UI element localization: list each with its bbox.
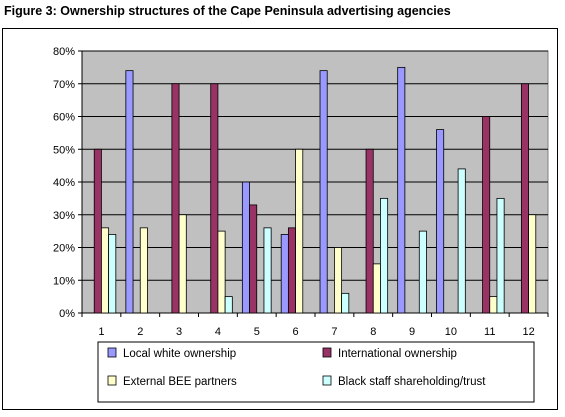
y-tick-label: 60% xyxy=(53,112,75,124)
figure-title: Figure 3: Ownership structures of the Ca… xyxy=(4,4,451,18)
bar-black-staff-shareholding-trust xyxy=(457,168,466,314)
bar-local-white-ownership xyxy=(280,233,289,314)
bar-local-white-ownership xyxy=(241,181,250,314)
legend: Local white ownership International owner… xyxy=(97,341,535,403)
bar-international-ownership xyxy=(171,83,180,314)
bar-international-ownership xyxy=(520,83,529,314)
x-tick-label: 9 xyxy=(409,326,415,338)
bar-external-bee-partners xyxy=(334,247,343,314)
bar-external-bee-partners xyxy=(178,214,187,314)
bar-black-staff-shareholding-trust xyxy=(224,296,233,314)
bar-black-staff-shareholding-trust xyxy=(496,197,505,314)
bars xyxy=(93,66,537,314)
legend-swatch xyxy=(107,347,117,358)
y-tick-label: 40% xyxy=(53,177,75,189)
bar-local-white-ownership xyxy=(436,129,445,314)
bar-external-bee-partners xyxy=(139,227,148,314)
bar-external-bee-partners xyxy=(217,230,226,314)
legend-label: Black staff shareholding/trust xyxy=(338,376,486,388)
x-tick-label: 2 xyxy=(137,326,143,338)
bar-external-bee-partners xyxy=(101,227,110,314)
legend-label: External BEE partners xyxy=(123,376,237,388)
bar-local-white-ownership xyxy=(319,70,328,314)
axes: 0%10%20%30%40%50%60%70%80%1 2 3 4 5 6 7 8 9 10 11 1… xyxy=(53,46,549,338)
bar-black-staff-shareholding-trust xyxy=(108,233,117,314)
bar-international-ownership xyxy=(210,83,219,314)
x-tick-label: 8 xyxy=(370,326,376,338)
legend-swatch xyxy=(107,375,117,386)
plot-area xyxy=(81,50,549,314)
bar-external-bee-partners xyxy=(295,148,304,314)
x-tick-label: 10 xyxy=(445,326,457,338)
y-tick-label: 30% xyxy=(53,210,75,222)
y-tick-label: 80% xyxy=(53,46,75,58)
x-tick-label: 3 xyxy=(176,326,182,338)
x-tick-label: 1 xyxy=(98,326,104,338)
bar-external-bee-partners xyxy=(489,296,498,314)
bar-black-staff-shareholding-trust xyxy=(380,197,389,314)
bar-black-staff-shareholding-trust xyxy=(263,227,272,314)
x-tick-label: 6 xyxy=(293,326,299,338)
y-tick-label: 10% xyxy=(53,275,75,287)
bar-international-ownership xyxy=(365,148,374,314)
legend-label: International ownership xyxy=(338,348,457,360)
y-tick-label: 50% xyxy=(53,144,75,156)
legend-swatch xyxy=(322,375,332,386)
bar-local-white-ownership xyxy=(125,70,134,314)
bar-international-ownership xyxy=(287,227,296,314)
y-tick-label: 20% xyxy=(53,243,75,255)
bar-black-staff-shareholding-trust xyxy=(341,292,350,314)
x-tick-label: 4 xyxy=(215,326,221,338)
bar-external-bee-partners xyxy=(528,214,537,314)
bar-international-ownership xyxy=(482,116,491,314)
x-tick-label: 7 xyxy=(331,326,337,338)
x-tick-label: 12 xyxy=(522,326,534,338)
x-tick-label: 5 xyxy=(254,326,260,338)
bar-black-staff-shareholding-trust xyxy=(418,230,427,314)
bar-international-ownership xyxy=(93,148,102,314)
y-tick-label: 70% xyxy=(53,79,75,91)
y-tick-label: 0% xyxy=(59,308,75,320)
bar-local-white-ownership xyxy=(397,66,406,314)
legend-label: Local white ownership xyxy=(123,348,236,360)
bar-external-bee-partners xyxy=(372,263,381,314)
legend-swatch xyxy=(322,347,332,358)
bar-international-ownership xyxy=(249,204,258,314)
legend-box xyxy=(97,341,535,403)
x-tick-label: 11 xyxy=(484,326,495,338)
